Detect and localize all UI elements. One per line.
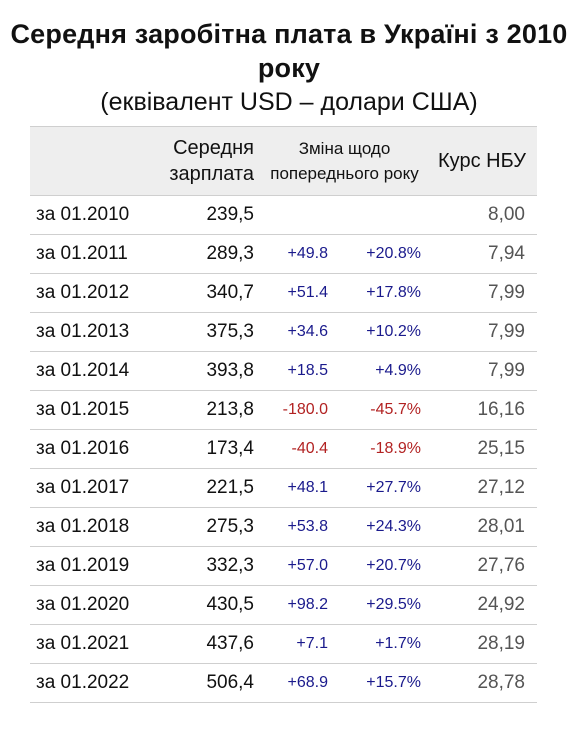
date-cell: за 01.2022 — [30, 663, 154, 703]
rate-cell: 25,15 — [427, 429, 537, 469]
table-row: за 01.2015 213,8 -180.0 -45.7% 16,16 — [30, 390, 537, 430]
header-change-line2: попереднього року — [270, 164, 419, 183]
date-cell: за 01.2019 — [30, 546, 154, 586]
change-pct-cell: +20.8% — [336, 234, 427, 274]
date-cell: за 01.2021 — [30, 624, 154, 664]
salary-cell: 289,3 — [154, 234, 262, 274]
change-pct-cell — [336, 195, 427, 235]
salary-cell: 437,6 — [154, 624, 262, 664]
rate-cell: 7,99 — [427, 273, 537, 313]
change-pct-cell: +4.9% — [336, 351, 427, 391]
change-abs-cell: +34.6 — [262, 312, 336, 352]
change-abs-cell: -180.0 — [262, 390, 336, 430]
table-row: за 01.2016 173,4 -40.4 -18.9% 25,15 — [30, 429, 537, 469]
table-row: за 01.2020 430,5 +98.2 +29.5% 24,92 — [30, 585, 537, 625]
change-pct-cell: -45.7% — [336, 390, 427, 430]
change-abs-cell: +68.9 — [262, 663, 336, 703]
change-abs-cell — [262, 195, 336, 235]
rate-cell: 28,19 — [427, 624, 537, 664]
table-row: за 01.2021 437,6 +7.1 +1.7% 28,19 — [30, 624, 537, 664]
salary-cell: 221,5 — [154, 468, 262, 508]
salary-cell: 340,7 — [154, 273, 262, 313]
change-pct-cell: +10.2% — [336, 312, 427, 352]
change-abs-cell: +57.0 — [262, 546, 336, 586]
rate-cell: 7,99 — [427, 312, 537, 352]
salary-cell: 173,4 — [154, 429, 262, 469]
rate-cell: 7,99 — [427, 351, 537, 391]
change-abs-cell: -40.4 — [262, 429, 336, 469]
rate-cell: 24,92 — [427, 585, 537, 625]
change-abs-cell: +49.8 — [262, 234, 336, 274]
salary-cell: 375,3 — [154, 312, 262, 352]
change-abs-cell: +51.4 — [262, 273, 336, 313]
header-salary: Середня зарплата — [154, 126, 262, 196]
salary-cell: 430,5 — [154, 585, 262, 625]
rate-cell: 16,16 — [427, 390, 537, 430]
salary-cell: 393,8 — [154, 351, 262, 391]
change-abs-cell: +53.8 — [262, 507, 336, 547]
change-abs-cell: +48.1 — [262, 468, 336, 508]
table-header-row: Середня зарплата Зміна щодо попереднього… — [30, 126, 537, 196]
change-abs-cell: +7.1 — [262, 624, 336, 664]
date-cell: за 01.2015 — [30, 390, 154, 430]
table-row: за 01.2019 332,3 +57.0 +20.7% 27,76 — [30, 546, 537, 586]
header-change-line1: Зміна щодо — [298, 139, 391, 158]
date-cell: за 01.2010 — [30, 195, 154, 235]
date-cell: за 01.2013 — [30, 312, 154, 352]
rate-cell: 28,78 — [427, 663, 537, 703]
header-salary-line1: Середня — [173, 137, 254, 159]
salary-cell: 275,3 — [154, 507, 262, 547]
table-row: за 01.2014 393,8 +18.5 +4.9% 7,99 — [30, 351, 537, 391]
table-row: за 01.2022 506,4 +68.9 +15.7% 28,78 — [30, 663, 537, 703]
change-pct-cell: +24.3% — [336, 507, 427, 547]
change-pct-cell: +20.7% — [336, 546, 427, 586]
table-row: за 01.2010 239,5 8,00 — [30, 195, 537, 235]
change-abs-cell: +18.5 — [262, 351, 336, 391]
date-cell: за 01.2017 — [30, 468, 154, 508]
rate-cell: 27,76 — [427, 546, 537, 586]
date-cell: за 01.2014 — [30, 351, 154, 391]
header-date — [30, 126, 154, 196]
salary-cell: 213,8 — [154, 390, 262, 430]
table-row: за 01.2012 340,7 +51.4 +17.8% 7,99 — [30, 273, 537, 313]
change-pct-cell: +1.7% — [336, 624, 427, 664]
change-pct-cell: +17.8% — [336, 273, 427, 313]
header-rate: Курс НБУ — [427, 126, 537, 196]
change-pct-cell: +29.5% — [336, 585, 427, 625]
salary-table: Середня зарплата Зміна щодо попереднього… — [30, 126, 537, 703]
date-cell: за 01.2016 — [30, 429, 154, 469]
table-row: за 01.2011 289,3 +49.8 +20.8% 7,94 — [30, 234, 537, 274]
change-pct-cell: +15.7% — [336, 663, 427, 703]
change-pct-cell: +27.7% — [336, 468, 427, 508]
header-salary-line2: зарплата — [169, 163, 254, 185]
change-abs-cell: +98.2 — [262, 585, 336, 625]
table-row: за 01.2013 375,3 +34.6 +10.2% 7,99 — [30, 312, 537, 352]
date-cell: за 01.2018 — [30, 507, 154, 547]
rate-cell: 8,00 — [427, 195, 537, 235]
header-change: Зміна щодо попереднього року — [262, 126, 427, 196]
table-row: за 01.2018 275,3 +53.8 +24.3% 28,01 — [30, 507, 537, 547]
table-row: за 01.2017 221,5 +48.1 +27.7% 27,12 — [30, 468, 537, 508]
salary-cell: 506,4 — [154, 663, 262, 703]
page-title: Середня заробітна плата в Україні з 2010… — [10, 19, 568, 83]
change-pct-cell: -18.9% — [336, 429, 427, 469]
date-cell: за 01.2012 — [30, 273, 154, 313]
salary-cell: 332,3 — [154, 546, 262, 586]
page-subtitle: (еквівалент USD – долари США) — [100, 88, 478, 116]
rate-cell: 27,12 — [427, 468, 537, 508]
date-cell: за 01.2011 — [30, 234, 154, 274]
date-cell: за 01.2020 — [30, 585, 154, 625]
salary-cell: 239,5 — [154, 195, 262, 235]
rate-cell: 28,01 — [427, 507, 537, 547]
rate-cell: 7,94 — [427, 234, 537, 274]
